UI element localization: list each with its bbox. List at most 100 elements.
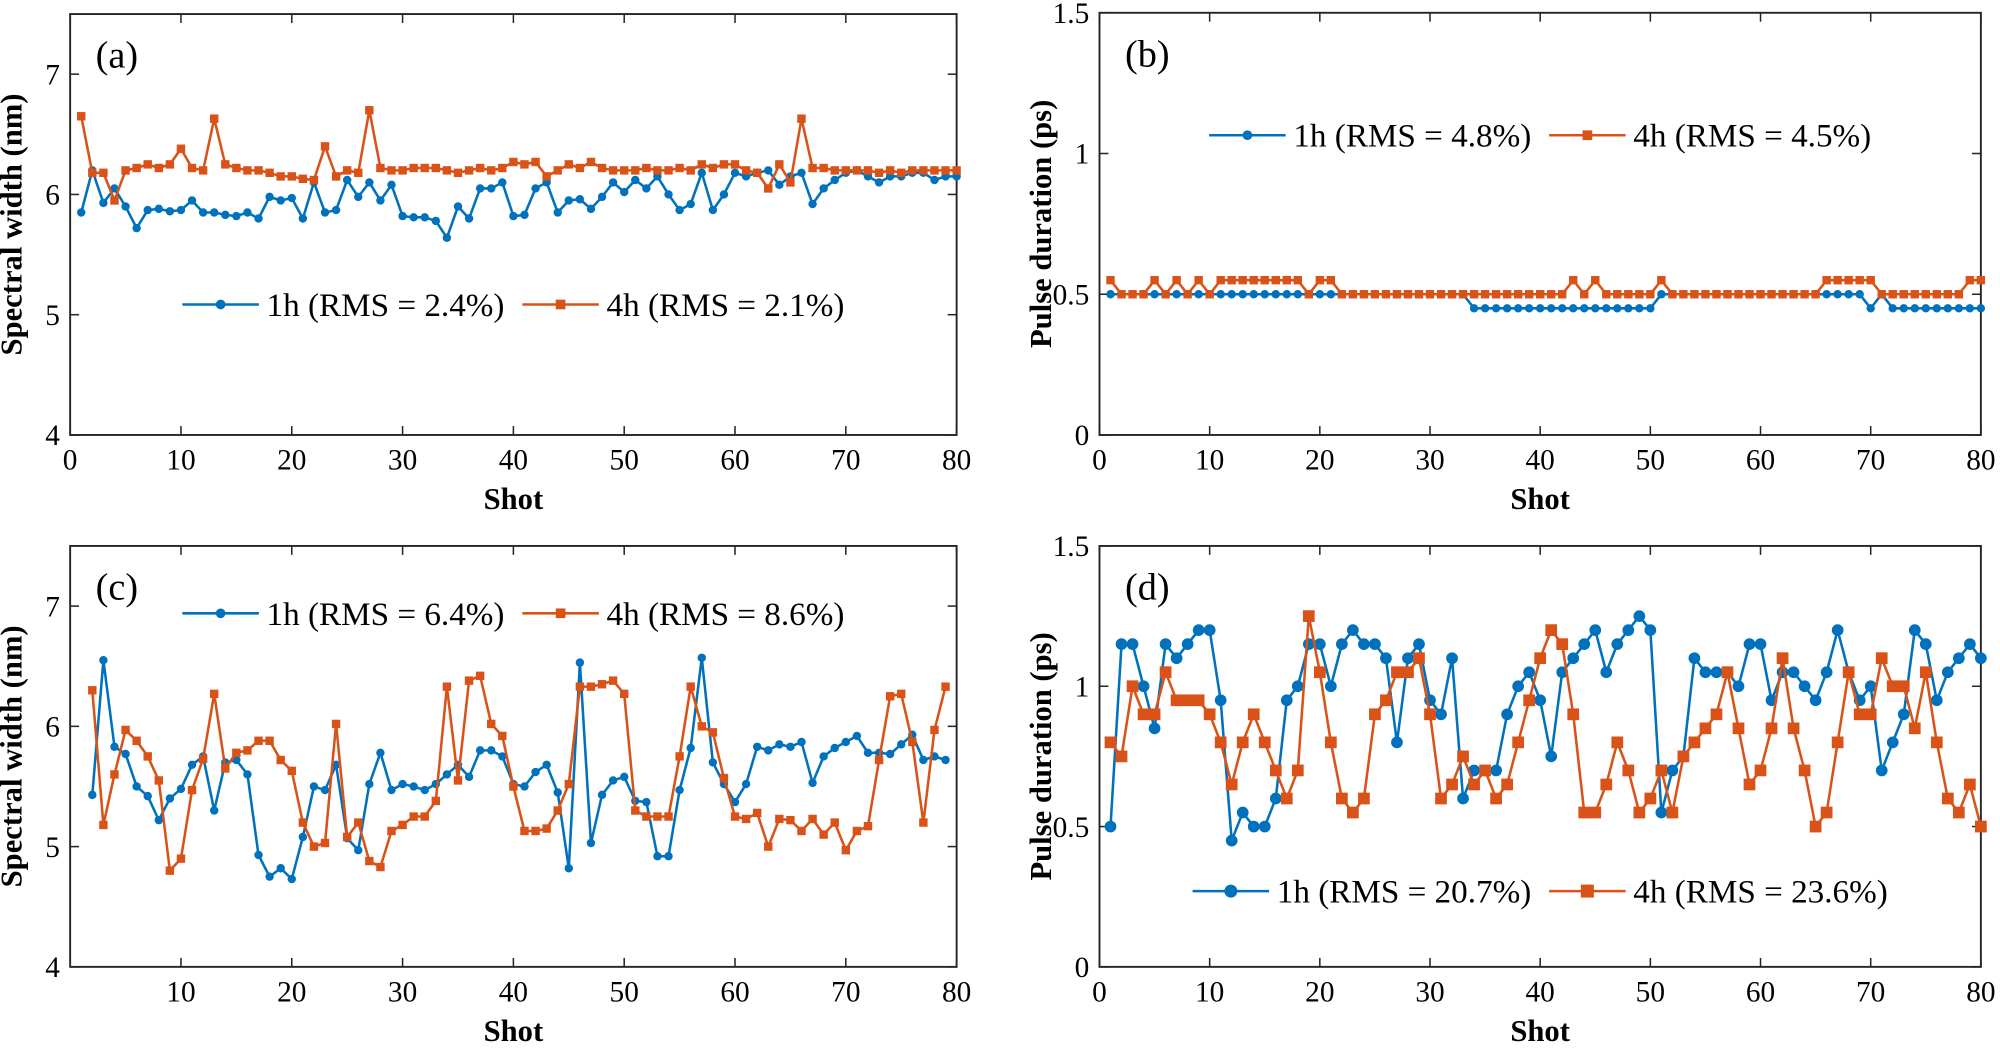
marker — [897, 168, 906, 178]
marker — [265, 192, 274, 202]
legend-label: 4h (RMS = 8.6%) — [607, 596, 845, 633]
marker — [1710, 666, 1723, 679]
marker — [1765, 722, 1778, 735]
marker — [741, 814, 751, 824]
marker — [642, 163, 651, 173]
marker — [365, 178, 374, 187]
y-tick-label: 1 — [1075, 671, 1090, 703]
marker — [1613, 290, 1622, 299]
marker — [531, 767, 540, 777]
marker — [619, 689, 629, 699]
marker — [1260, 275, 1269, 285]
marker — [1787, 666, 1800, 679]
marker — [99, 168, 108, 178]
marker — [1468, 764, 1480, 777]
marker — [1976, 275, 1986, 285]
y-axis-label: Spectral width (nm) — [0, 94, 29, 356]
marker — [1952, 652, 1965, 665]
x-tick-label: 30 — [1415, 444, 1444, 476]
marker — [1468, 778, 1480, 791]
marker — [586, 838, 596, 848]
y-tick-label: 1.5 — [1053, 531, 1090, 563]
x-axis-label: Shot — [484, 482, 544, 516]
marker — [1864, 708, 1877, 721]
marker — [686, 199, 695, 209]
marker — [1646, 290, 1655, 299]
marker — [1391, 736, 1403, 749]
marker — [1513, 290, 1523, 299]
marker — [841, 737, 851, 747]
marker — [1150, 290, 1159, 299]
marker — [387, 180, 396, 190]
marker — [1963, 638, 1976, 651]
marker — [897, 689, 906, 699]
marker — [475, 163, 485, 173]
marker — [1732, 680, 1745, 693]
marker — [509, 782, 518, 791]
marker — [464, 772, 474, 782]
marker — [1159, 638, 1172, 651]
marker — [1216, 290, 1225, 299]
marker — [575, 163, 585, 173]
marker — [354, 818, 363, 827]
plot-area — [69, 13, 958, 436]
marker — [431, 216, 441, 226]
marker — [209, 114, 219, 123]
marker — [1524, 290, 1534, 299]
marker — [1908, 722, 1921, 735]
marker — [1249, 290, 1258, 299]
marker — [619, 187, 629, 197]
marker — [1183, 290, 1192, 299]
marker — [1976, 304, 1986, 313]
marker — [1897, 680, 1910, 693]
marker — [1181, 638, 1194, 651]
marker — [664, 812, 673, 821]
marker — [852, 166, 862, 175]
marker — [1580, 290, 1589, 299]
marker — [99, 198, 108, 208]
marker — [531, 184, 540, 193]
marker — [852, 731, 862, 741]
marker — [198, 208, 208, 217]
marker — [365, 856, 374, 866]
marker — [1126, 680, 1139, 693]
marker — [520, 826, 529, 836]
marker — [1611, 736, 1624, 749]
marker — [830, 818, 839, 827]
marker — [298, 174, 308, 184]
marker — [121, 725, 130, 735]
marker — [1258, 820, 1271, 833]
marker — [1403, 290, 1413, 299]
marker — [243, 770, 252, 779]
x-tick-label: 30 — [388, 976, 417, 1008]
marker — [1502, 304, 1512, 313]
marker — [320, 785, 330, 795]
marker — [276, 755, 285, 765]
marker — [1293, 275, 1303, 285]
marker — [121, 749, 130, 759]
marker — [1778, 290, 1787, 299]
marker — [1491, 304, 1501, 313]
marker — [697, 722, 706, 731]
x-tick-label: 50 — [1636, 976, 1665, 1008]
marker — [254, 850, 263, 860]
marker — [1582, 130, 1593, 141]
marker — [1170, 694, 1183, 707]
marker — [930, 725, 939, 735]
marker — [1115, 638, 1128, 651]
marker — [143, 160, 152, 169]
marker — [1655, 764, 1668, 777]
marker — [1809, 694, 1822, 707]
marker — [1214, 736, 1227, 749]
marker — [919, 818, 928, 827]
marker — [1899, 304, 1908, 313]
marker — [653, 852, 662, 861]
x-axis-label: Shot — [1510, 1014, 1570, 1048]
marker — [475, 746, 485, 755]
marker — [376, 163, 385, 173]
marker — [1833, 275, 1842, 285]
marker — [154, 815, 164, 825]
marker — [1578, 806, 1591, 819]
marker — [1886, 736, 1899, 749]
